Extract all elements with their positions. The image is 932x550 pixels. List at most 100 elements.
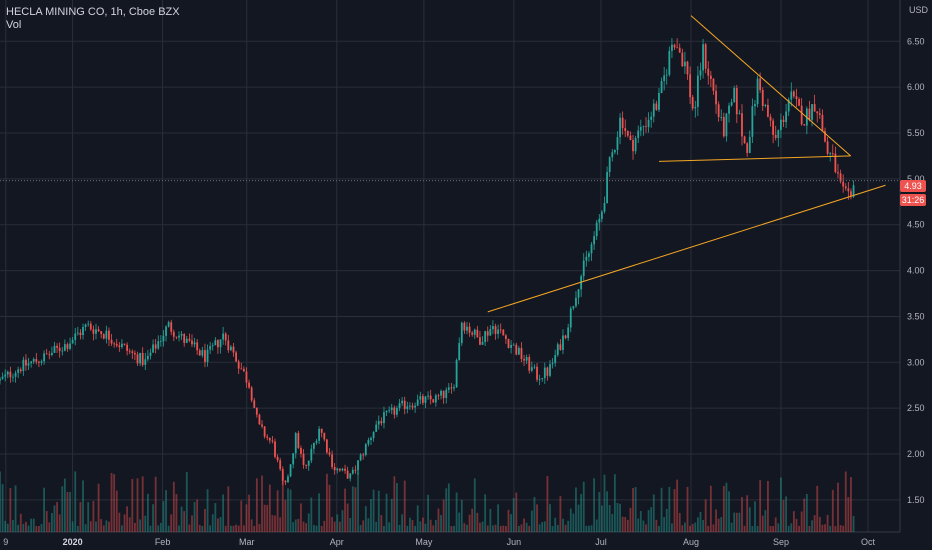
volume-bar [134,522,136,532]
candle-body [95,329,97,334]
symbol-title[interactable]: HECLA MINING CO, 1h, Cboe BZX [6,6,180,18]
volume-bar [255,478,258,532]
candle-body [754,104,756,107]
volume-bar [434,519,437,532]
volume-bar [416,505,419,532]
volume-bar [354,487,357,532]
volume-bar [292,522,295,532]
candle-body [746,143,749,153]
volume-bar [115,490,118,532]
volume-bar [300,503,302,532]
candle-body [481,342,484,345]
candle-body [715,90,717,105]
candle-body [538,378,541,380]
volume-bar [562,518,564,532]
volume-bar [401,514,404,532]
volume-bar [84,524,87,532]
candle-body [224,333,227,341]
volume-bar [224,525,227,532]
volume-bar [593,478,596,532]
candle-body [839,173,842,182]
volume-bar [588,525,590,532]
candle-body [403,400,406,409]
candle-body [414,405,416,408]
volume-bar [502,525,505,532]
candle-body [139,352,141,364]
candle-body [466,326,468,331]
y-tick-label: 3.00 [907,357,925,367]
volume-bar [510,514,512,532]
y-tick-label: 2.00 [907,449,925,459]
candle-body [616,137,619,150]
volume-bar [505,526,507,532]
candle-body [206,349,209,362]
y-tick-label: 5.50 [907,128,925,138]
volume-bar [759,480,762,532]
volume-indicator-label[interactable]: Vol [6,19,22,31]
volume-bar [214,503,217,532]
candle-body [359,454,362,461]
candle-body [671,44,673,51]
x-tick-label: Feb [155,537,171,547]
candle-body [258,414,261,425]
volume-bar [377,490,380,532]
volume-bar [546,476,549,532]
volume-bar [341,510,344,532]
candle-body [652,103,655,117]
volume-bar [110,472,113,532]
y-tick-label: 4.50 [907,220,925,230]
volume-bar [362,520,365,532]
volume-bar [829,525,832,532]
volume-bar [800,511,803,532]
volume-bar [538,524,541,532]
candle-body [71,339,74,344]
candle-body [520,347,523,360]
candle-body [196,342,199,351]
volume-bar [79,502,82,532]
candle-body [621,117,624,129]
volume-bar [455,492,458,532]
volume-bar [720,517,723,532]
volume-bars [0,471,855,532]
volume-bar [66,491,69,532]
candle-body [307,460,310,466]
candle-body [4,374,7,377]
trendline [690,15,851,157]
candle-body [84,324,87,327]
volume-bar [380,515,383,532]
candle-body [479,337,481,345]
candle-body [110,339,113,344]
volume-bar [56,502,58,532]
volume-bar [367,518,370,532]
volume-bar [409,517,411,532]
candle-body [338,468,341,471]
candle-body [790,91,793,100]
candle-body [204,350,206,362]
volume-bar [611,513,614,532]
candle-body [569,308,572,328]
candle-body [780,119,782,131]
candle-body [141,352,144,365]
candle-body [22,359,25,372]
volume-bar [12,519,14,532]
candle-body [118,345,121,348]
candle-body [375,424,378,432]
candle-body [642,126,645,128]
candle-body [460,322,463,344]
candle-body [834,153,837,173]
x-tick-label: May [415,537,433,547]
candle-body [725,113,728,137]
candle-body [722,116,725,137]
candle-body [198,350,201,356]
x-tick-label: 2020 [63,537,83,547]
countdown-badge: 31:26 [900,194,926,206]
candle-body [505,335,507,340]
candle-body [69,343,71,349]
volume-bar [831,489,834,532]
volume-bar [471,508,474,532]
candle-body [292,453,295,465]
volume-bar [206,489,209,532]
volume-bar [4,520,7,532]
